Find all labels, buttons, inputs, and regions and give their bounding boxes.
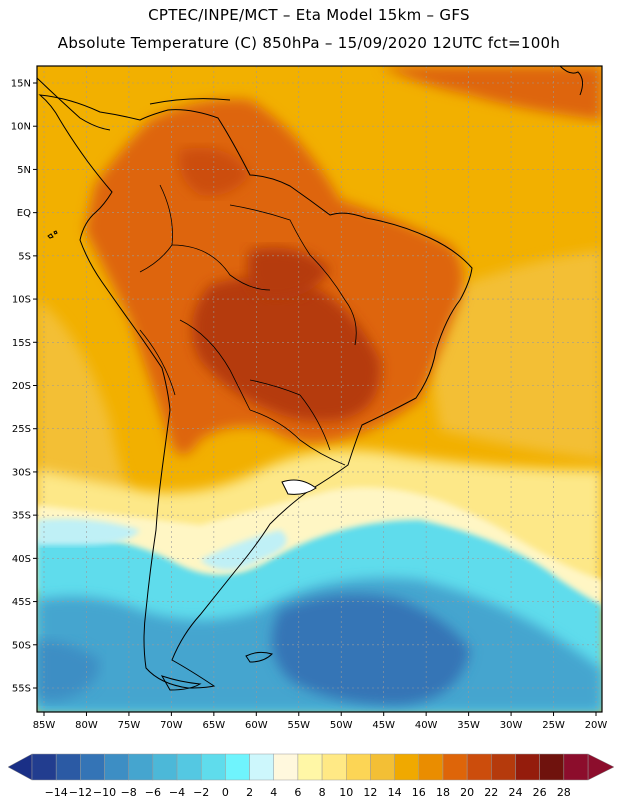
lon-tick-label: 35W <box>457 720 480 731</box>
lon-tick-label: 70W <box>160 720 183 731</box>
colorbar-label: 18 <box>436 786 450 799</box>
colorbar-box <box>128 753 154 781</box>
lat-tick-label: 40S <box>12 554 31 565</box>
colorbar-box <box>539 753 565 781</box>
lat-tick-label: 15N <box>11 79 31 90</box>
latitude-labels: 15N 10N 5N EQ 5S 10S 15S 20S 25S 30S 35S 40S 45S 50S 5… <box>11 79 37 695</box>
map-frame <box>36 65 603 713</box>
colorbar-box <box>200 753 226 781</box>
colorbar-box <box>321 753 347 781</box>
lat-tick-label: 5N <box>17 165 31 176</box>
colorbar-under-arrow <box>7 753 33 781</box>
chart-title: CPTEC/INPE/MCT – Eta Model 15km – GFS <box>148 6 470 24</box>
longitude-labels: 85W 80W 75W 70W 65W 60W 55W 50W 45W 40W 35W 30W 25W 2… <box>33 712 608 731</box>
map-field <box>37 66 602 712</box>
colorbar-box <box>176 753 202 781</box>
colorbar-label: 2 <box>246 786 253 799</box>
colorbar-label: 28 <box>557 786 571 799</box>
colorbar-box <box>370 753 395 781</box>
colorbar-label: −2 <box>193 786 209 799</box>
lat-tick-label: 15S <box>12 338 31 349</box>
chart-subtitle: Absolute Temperature (C) 850hPa – 15/09/… <box>57 34 561 52</box>
colorbar-boxes <box>7 753 615 781</box>
colorbar-label: −12 <box>69 786 92 799</box>
colorbar-box <box>249 753 274 781</box>
lon-tick-label: 75W <box>118 720 141 731</box>
lon-tick-label: 65W <box>203 720 226 731</box>
colorbar-over-arrow <box>587 753 615 781</box>
lon-tick-label: 20W <box>585 720 608 731</box>
field-cyan-light-2 <box>200 530 287 570</box>
field-ne-hot <box>380 66 602 120</box>
lat-tick-label: 10S <box>12 295 31 306</box>
lon-tick-label: 80W <box>75 720 98 731</box>
lon-tick-label: 45W <box>372 720 395 731</box>
colorbar-label: −6 <box>145 786 161 799</box>
map-grid <box>37 66 602 712</box>
colorbar-box <box>152 753 178 781</box>
temperature-map: 85W 80W 75W 70W 65W 60W 55W 50W 45W 40W 35W 30W 25W 2… <box>11 65 608 731</box>
field-blue-sw <box>37 640 100 700</box>
colorbar-label: 24 <box>508 786 522 799</box>
country-borders <box>139 184 357 466</box>
lat-tick-label: 55S <box>12 684 31 695</box>
colorbar-box <box>104 753 129 781</box>
colorbar-label: 6 <box>294 786 301 799</box>
colorbar-box <box>515 753 540 781</box>
lon-tick-label: 40W <box>415 720 438 731</box>
lat-tick-label: 20S <box>12 381 31 392</box>
field-land-core <box>192 276 381 422</box>
colorbar: −14 −12 −10 −8 −6 −4 −2 0 2 4 6 8 10 12 14 16 18 20 22 24 26… <box>7 753 615 799</box>
colorbar-box <box>80 753 105 781</box>
lat-tick-label: 5S <box>18 251 31 262</box>
lat-tick-label: 50S <box>12 640 31 651</box>
field-cyan-light <box>37 518 140 545</box>
colorbar-box <box>442 753 468 781</box>
lat-tick-label: 25S <box>12 424 31 435</box>
colorbar-box <box>273 753 299 781</box>
colorbar-label: −14 <box>45 786 68 799</box>
colorbar-label: 16 <box>412 786 426 799</box>
colorbar-label: 10 <box>339 786 353 799</box>
lat-tick-label: 35S <box>12 511 31 522</box>
field-blue-dark <box>272 594 470 705</box>
lon-tick-label: 30W <box>500 720 523 731</box>
colorbar-box <box>418 753 444 781</box>
field-land-core-n <box>247 247 330 300</box>
colorbar-box <box>491 753 516 781</box>
colorbar-box <box>225 753 250 781</box>
colorbar-label: 22 <box>484 786 498 799</box>
colorbar-box <box>563 753 589 781</box>
lat-tick-label: 30S <box>12 467 31 478</box>
colorbar-label: 12 <box>363 786 377 799</box>
field-east-pale <box>420 250 602 460</box>
colorbar-box <box>394 753 420 781</box>
field-pacific-pale <box>37 300 140 520</box>
colorbar-label: 4 <box>270 786 277 799</box>
colorbar-labels: −14 −12 −10 −8 −6 −4 −2 0 2 4 6 8 10 12 14 16 18 20 22 24 26… <box>45 786 571 799</box>
field-land-north <box>179 147 250 196</box>
lat-tick-label: EQ <box>17 208 31 219</box>
lat-tick-label: 45S <box>12 597 31 608</box>
colorbar-box <box>346 753 371 781</box>
colorbar-label: −8 <box>121 786 137 799</box>
coastline <box>36 65 584 691</box>
colorbar-box <box>466 753 492 781</box>
lon-tick-label: 85W <box>33 720 56 731</box>
colorbar-box <box>55 753 81 781</box>
colorbar-box <box>297 753 323 781</box>
lat-tick-label: 10N <box>11 122 31 133</box>
colorbar-label: 0 <box>222 786 229 799</box>
colorbar-label: 26 <box>533 786 547 799</box>
colorbar-label: 20 <box>460 786 474 799</box>
colorbar-label: 8 <box>319 786 326 799</box>
colorbar-label: 14 <box>388 786 402 799</box>
lon-tick-label: 50W <box>330 720 353 731</box>
lon-tick-label: 25W <box>542 720 565 731</box>
colorbar-label: −10 <box>93 786 116 799</box>
lon-tick-label: 55W <box>287 720 310 731</box>
colorbar-box <box>31 753 57 781</box>
colorbar-label: −4 <box>169 786 185 799</box>
lon-tick-label: 60W <box>245 720 268 731</box>
